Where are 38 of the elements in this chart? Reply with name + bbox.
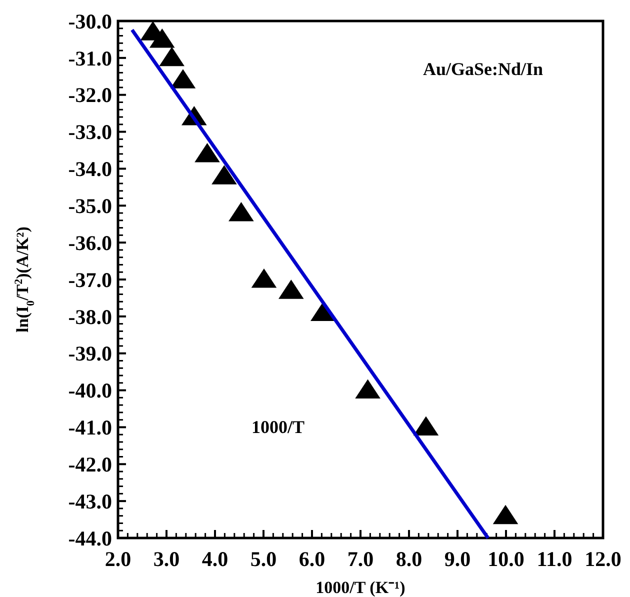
point <box>228 202 254 222</box>
y-tick-label: -34.0 <box>68 157 112 182</box>
y-tick-label: -30.0 <box>68 9 112 34</box>
annotation: 1000/T <box>252 416 305 437</box>
x-axis-title: 1000/T (K⁻¹) <box>316 578 406 597</box>
point <box>278 280 304 299</box>
y-tick-label: -36.0 <box>68 230 112 255</box>
y-tick-label: -38.0 <box>68 304 112 329</box>
point <box>170 69 196 88</box>
x-tick-label: 8.0 <box>396 547 422 571</box>
y-tick-label: -37.0 <box>68 268 112 292</box>
x-tick-label: 4.0 <box>202 547 228 571</box>
y-tick-label: -35.0 <box>68 194 112 218</box>
point <box>355 379 380 399</box>
x-tick-label: 12.0 <box>584 547 622 571</box>
x-tick-label: 7.0 <box>347 547 374 571</box>
annotation: Au/GaSe:Nd/In <box>422 59 544 79</box>
point <box>251 268 277 288</box>
point <box>149 28 175 48</box>
y-tick-label: -33.0 <box>68 120 112 144</box>
x-tick-label: 11.0 <box>536 547 572 571</box>
y-tick-label: -43.0 <box>68 489 112 514</box>
x-tick-label: 5.0 <box>250 547 277 571</box>
y-tick-label: -39.0 <box>68 342 112 366</box>
point <box>413 416 439 436</box>
x-tick-label: 9.0 <box>444 547 471 571</box>
x-tick-label: 3.0 <box>153 547 180 571</box>
point <box>492 504 518 524</box>
y-tick-label: -32.0 <box>68 83 112 108</box>
x-tick-label: 10.0 <box>488 547 524 571</box>
y-tick-label: -42.0 <box>68 452 112 476</box>
y-tick-label: -40.0 <box>68 378 112 403</box>
x-tick-label: 6.0 <box>298 547 326 571</box>
point <box>159 46 184 66</box>
y-tick-label: -41.0 <box>68 416 112 440</box>
y-tick-label: -31.0 <box>68 46 112 70</box>
point <box>212 165 237 184</box>
point <box>194 142 220 162</box>
